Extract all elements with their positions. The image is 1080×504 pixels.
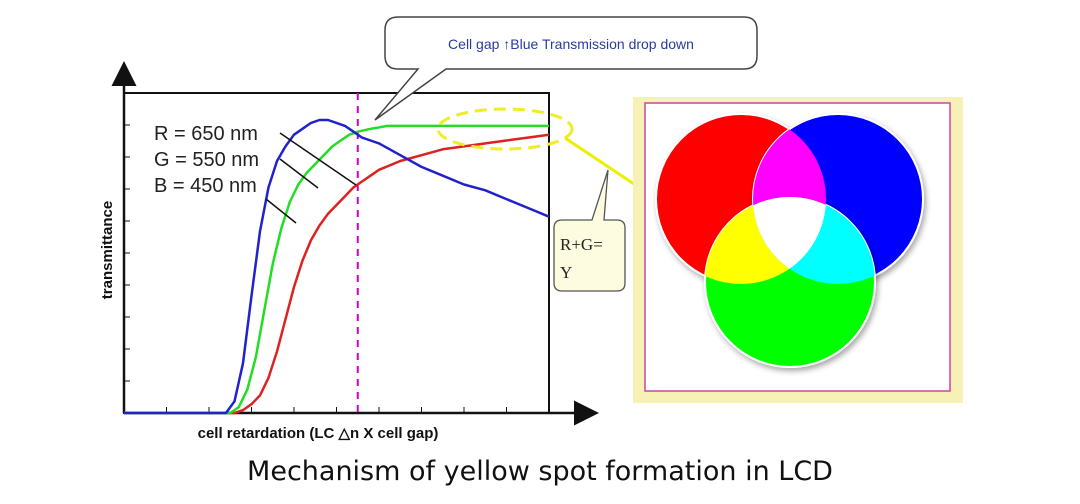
series-label-b: B = 450 nm: [154, 175, 297, 224]
axis-ticks: [124, 124, 507, 413]
note-line-1: R+G=: [560, 235, 603, 254]
figure-caption: Mechanism of yellow spot formation in LC…: [247, 456, 833, 487]
series-lines: [124, 118, 550, 415]
series-leader-g: [279, 158, 319, 189]
series-label-g: G = 550 nm: [154, 149, 319, 189]
callout-shape: [374, 16, 758, 121]
series-label-r-text: R = 650 nm: [154, 123, 258, 145]
series-label-b-text: B = 450 nm: [154, 175, 257, 197]
series-label-r: R = 650 nm: [154, 123, 357, 186]
rgb-venn-panel: [633, 97, 963, 403]
callout-bubble: Cell gap ↑Blue Transmission drop down: [374, 16, 758, 121]
series-line-g: [124, 124, 549, 415]
note-shape: [553, 169, 626, 292]
y-axis-label: transmittance: [99, 201, 116, 299]
series-line-r: [124, 133, 550, 415]
callout-text: Cell gap ↑Blue Transmission drop down: [448, 36, 694, 52]
series-leader-r: [279, 132, 357, 186]
transmittance-chart: R = 650 nm G = 550 nm B = 450 nm transmi…: [99, 61, 599, 442]
highlight-ellipse: [436, 107, 574, 151]
x-axis-label: cell retardation (LC △n X cell gap): [198, 425, 439, 442]
note-box: R+G= Y: [553, 169, 626, 292]
note-line-2: Y: [560, 263, 572, 282]
series-leader-b: [265, 198, 297, 224]
series-label-g-text: G = 550 nm: [154, 149, 259, 171]
series-line-b: [124, 118, 550, 415]
